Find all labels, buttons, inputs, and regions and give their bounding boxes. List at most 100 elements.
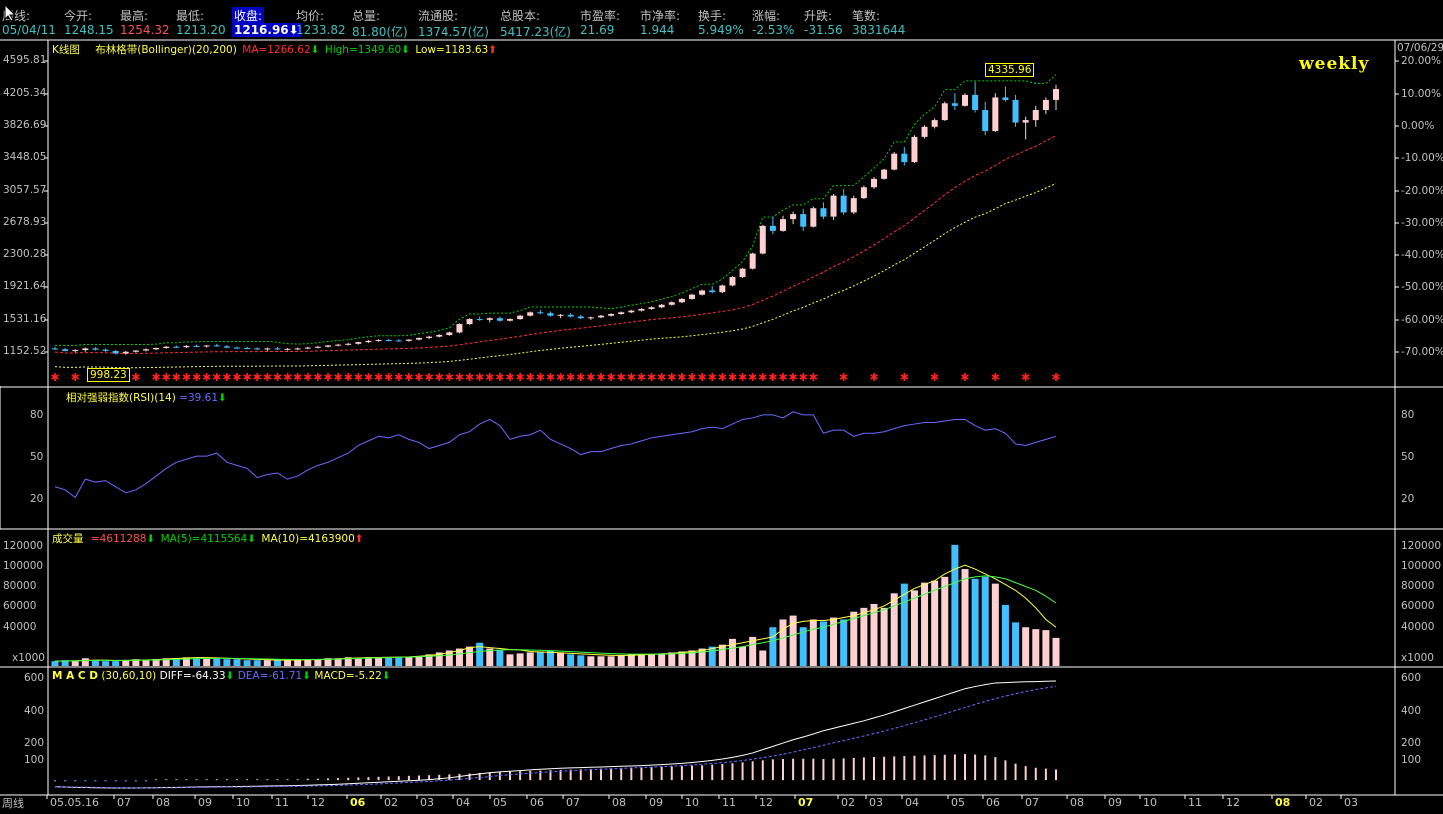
candle-body (729, 277, 736, 286)
volume-bar (749, 636, 757, 666)
period-watermark: weekly (1299, 54, 1370, 74)
candle-body (163, 346, 170, 349)
volume-bar (567, 654, 575, 666)
volume-ma5: MA(5)=4115564 (160, 533, 248, 545)
volume-bar (516, 653, 524, 666)
volume-bar (587, 656, 595, 666)
candle-body (446, 332, 453, 335)
signal-star-icon: ✱ (869, 371, 878, 384)
candle-body (840, 195, 847, 213)
volume-bar (830, 617, 838, 666)
candle-body (739, 268, 746, 278)
volume-title: 成交量 (52, 533, 84, 545)
rsi-legend: 相对强弱指数(RSI)(14) =39.61⬇ (66, 390, 227, 405)
signal-star-icon: ✱ (374, 371, 383, 384)
candle-body (1053, 89, 1059, 100)
header-value: -2.53% (752, 23, 795, 37)
volume-bar (668, 652, 676, 666)
candle-body (790, 214, 797, 220)
x-tick-label: 08 (1070, 796, 1084, 809)
macd-value: MACD=-5.22 (314, 670, 382, 682)
volume-tick-label: 80000 (1401, 580, 1435, 592)
signal-star-icon: ✱ (334, 371, 343, 384)
volume-legend: 成交量 =4611288⬇ MA(5)=4115564⬇ MA(10)=4163… (52, 531, 364, 546)
candle-body (466, 319, 473, 325)
signal-star-icon: ✱ (485, 371, 494, 384)
x-tick-label: 07 (798, 796, 814, 809)
max-price-tag: 4335.96 (985, 63, 1035, 77)
rsi-tick-label: 80 (30, 409, 44, 421)
bollinger-label: 布林格带(Bollinger)(20,200) (95, 44, 237, 56)
candle-body (709, 290, 716, 293)
header-value: 1.944 (640, 23, 675, 37)
volume-bar (233, 659, 241, 666)
x-tick-label: 05 (951, 796, 965, 809)
header-label: 升跌: (804, 9, 833, 23)
kline-legend: K线图 布林格带(Bollinger)(20,200) MA=1266.62⬇ … (52, 42, 497, 57)
candle-body (1032, 110, 1039, 121)
x-tick-label: 11 (275, 796, 289, 809)
x-tick-label: 09 (198, 796, 212, 809)
volume-bar (809, 619, 817, 666)
macd-tick-label: 600 (24, 672, 45, 684)
volume-bar (132, 659, 140, 666)
volume-bar (61, 660, 69, 666)
volume-bar (152, 659, 160, 666)
candle-body (264, 348, 271, 350)
volume-bar (455, 648, 463, 666)
header-label: 市净率: (640, 9, 681, 23)
candle-body (618, 312, 625, 315)
signal-star-icon: ✱ (354, 371, 363, 384)
macd-tick-label: 400 (24, 705, 45, 717)
candle-body (800, 214, 807, 227)
percent-tick-label: -70.00% (1401, 346, 1443, 358)
candle-body (254, 348, 261, 350)
x-tick-label: 05 (493, 796, 507, 809)
header-label: 均价: (296, 9, 325, 23)
signal-star-icon: ✱ (627, 371, 636, 384)
candle-body (850, 198, 857, 213)
macd-tick-label: 200 (24, 737, 45, 749)
candle-body (1002, 97, 1009, 100)
candle-body (193, 345, 200, 347)
signal-star-icon: ✱ (71, 371, 80, 384)
price-tick-label: 4205.34 (3, 87, 47, 99)
signal-star-icon: ✱ (131, 371, 140, 384)
signal-star-icon: ✱ (687, 371, 696, 384)
signal-star-icon: ✱ (384, 371, 393, 384)
candle-body (962, 94, 968, 106)
bollinger-ma: MA=1266.62 (242, 44, 311, 56)
volume-bar (71, 661, 79, 666)
x-tick-label: 07 (1025, 796, 1039, 809)
signal-star-icon: ✱ (425, 371, 434, 384)
percent-tick-label: -50.00% (1401, 281, 1443, 293)
candle-body (132, 350, 139, 352)
volume-bar (890, 593, 898, 666)
down-arrow-icon: ⬇ (302, 670, 312, 682)
header-label: 流通股: (418, 9, 459, 23)
header-value: 81.80(亿) (352, 25, 408, 39)
price-tick-label: 2678.93 (3, 216, 47, 228)
down-arrow-icon: ⬇ (146, 533, 156, 545)
volume-bar (203, 658, 211, 666)
volume-bar (294, 659, 302, 666)
signal-star-icon: ✱ (152, 371, 161, 384)
price-tick-label: 1531.16 (3, 313, 47, 325)
volume-bar (718, 644, 726, 666)
candle-body (517, 315, 524, 320)
candle-body (608, 314, 615, 316)
signal-star-icon: ✱ (172, 371, 181, 384)
volume-tick-label: x1000 (12, 652, 45, 664)
candle-body (82, 348, 89, 351)
x-tick-label: 07 (566, 796, 580, 809)
volume-bar (142, 660, 150, 666)
signal-star-icon: ✱ (778, 371, 787, 384)
signal-star-icon: ✱ (667, 371, 676, 384)
up-arrow-icon: ⬆ (354, 533, 364, 545)
header-value: -31.56 (804, 23, 843, 37)
volume-bar (688, 650, 696, 666)
percent-tick-label: -60.00% (1401, 314, 1443, 326)
x-tick-label: 04 (905, 796, 919, 809)
